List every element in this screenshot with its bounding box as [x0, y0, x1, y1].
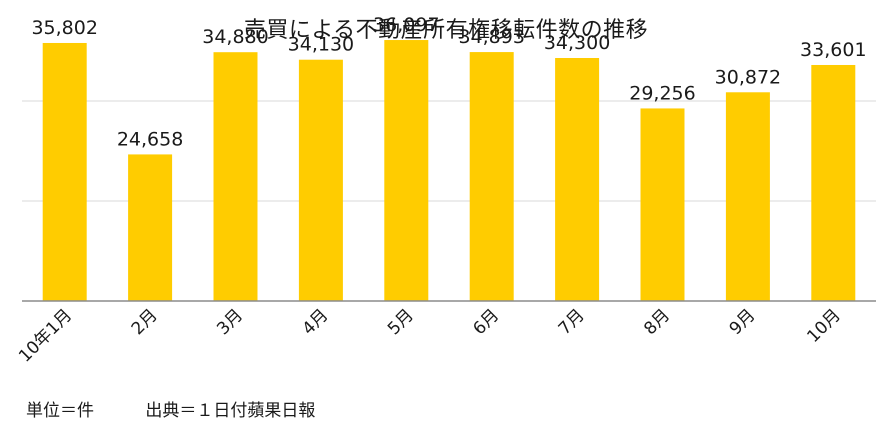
- data-label: 33,601: [800, 39, 866, 61]
- x-tick-labels: 10年1月 2月 3月 4月 5月 6月 7月 8月 9月 10月: [15, 305, 845, 366]
- source-note: 出典＝１日付蘋果日報: [145, 401, 316, 421]
- bar: [469, 52, 514, 301]
- x-tick-label: 10年1月: [15, 305, 76, 366]
- data-label: 34,130: [288, 34, 354, 56]
- data-label: 29,256: [629, 82, 695, 104]
- x-tick-label: 9月: [726, 305, 760, 339]
- data-label: 24,658: [117, 128, 183, 150]
- x-tick-label: 2月: [128, 305, 162, 339]
- footer-notes: 単位＝件 出典＝１日付蘋果日報: [26, 396, 315, 421]
- data-label: 30,872: [715, 66, 781, 88]
- bar: [128, 154, 173, 301]
- data-labels: 35,802 24,658 34,880 34,130 36,097 34,893 34,3…: [31, 14, 866, 150]
- data-label: 34,300: [544, 32, 610, 54]
- x-tick-label: 4月: [299, 305, 333, 339]
- x-tick-label: 7月: [555, 305, 589, 339]
- unit-note: 単位＝件: [26, 401, 94, 421]
- bar: [555, 58, 600, 301]
- bars: [42, 40, 856, 302]
- bar: [640, 108, 685, 301]
- chart-title: 売買による不動産所有権移転件数の推移: [243, 18, 649, 43]
- x-tick-label: 6月: [469, 305, 503, 339]
- x-tick-label: 5月: [384, 305, 418, 339]
- bar: [42, 42, 87, 301]
- bar: [213, 52, 258, 302]
- bar: [811, 64, 856, 302]
- bar: [725, 92, 770, 301]
- data-label: 34,880: [202, 26, 268, 48]
- bar: [384, 40, 429, 301]
- x-tick-label: 8月: [640, 305, 674, 339]
- x-tick-label: 3月: [213, 305, 247, 339]
- x-tick-label: 10月: [803, 305, 844, 346]
- data-label: 34,893: [458, 26, 524, 48]
- data-label: 35,802: [31, 17, 97, 39]
- bar: [298, 59, 343, 302]
- data-label: 36,097: [373, 14, 439, 36]
